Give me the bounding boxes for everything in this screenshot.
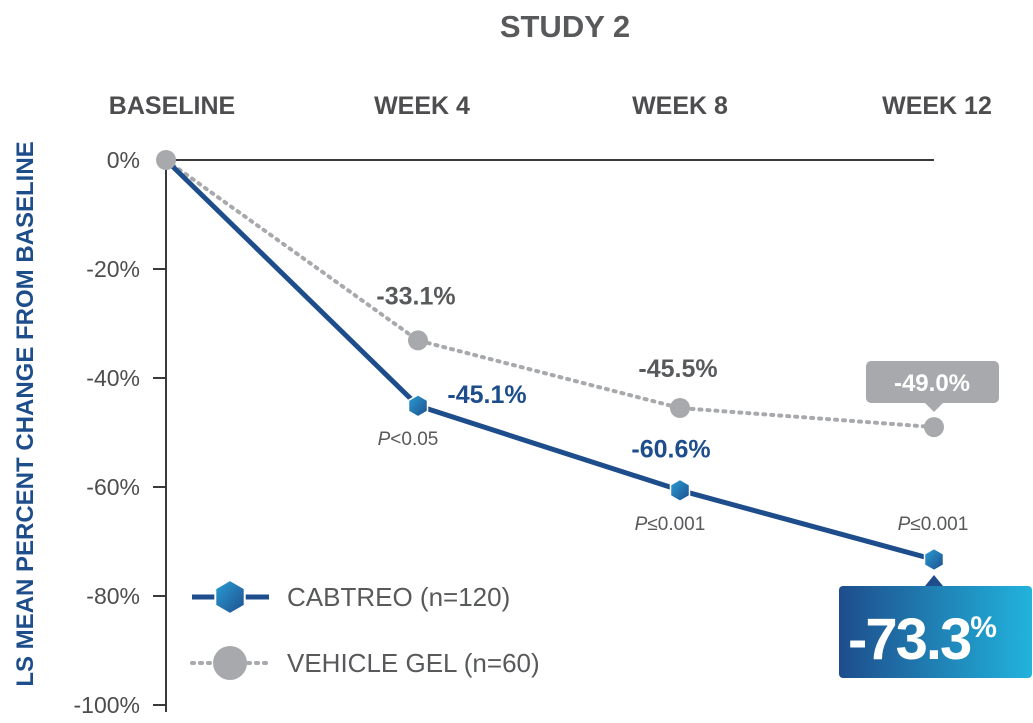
y-tick-label: -20%	[86, 256, 140, 282]
series-markers	[156, 150, 945, 572]
cabtreo-callout-pointer	[925, 575, 943, 586]
y-tick-labels: 0% -20% -40% -60% -80% -100%	[74, 147, 140, 718]
category-label: BASELINE	[109, 92, 235, 120]
data-labels: -33.1% -45.5% -45.1% -60.6%	[376, 282, 717, 463]
vehicle-gel-point	[408, 330, 428, 351]
cabtreo-point	[669, 478, 691, 503]
vehicle-gel-data-label: -33.1%	[376, 282, 455, 310]
axes	[153, 159, 934, 712]
vehicle-callout-box	[866, 361, 999, 403]
p-value-labels: P<0.05 P≤0.001 P≤0.001	[378, 429, 969, 535]
chart-title: STUDY 2	[500, 9, 630, 44]
column-headers: BASELINE WEEK 4 WEEK 8 WEEK 12	[109, 92, 992, 120]
cabtreo-line	[164, 158, 935, 562]
vehicle-gel-point	[156, 150, 176, 170]
category-label: WEEK 8	[632, 92, 728, 120]
p-value-label: P≤0.001	[898, 514, 969, 535]
vehicle-callout-pointer	[924, 402, 944, 412]
vehicle-callout-label: -49.0%	[894, 370, 970, 397]
y-tick-label: 0%	[107, 147, 140, 173]
y-tick-label: -60%	[86, 474, 140, 500]
cabtreo-callout-box	[839, 586, 1032, 678]
vehicle-gel-point	[670, 398, 690, 418]
legend-vehicle-marker	[213, 646, 247, 680]
category-label: WEEK 4	[374, 92, 470, 120]
cabtreo-data-label: -45.1%	[447, 381, 526, 409]
cabtreo-point	[407, 393, 429, 418]
legend-cabtreo-marker	[214, 578, 246, 616]
y-tick-label: -40%	[86, 365, 140, 391]
p-value-label: P<0.05	[378, 429, 439, 450]
legend: CABTREO (n=120) VEHICLE GEL (n=60)	[190, 578, 540, 680]
cabtreo-point	[923, 547, 945, 572]
p-value-label: P≤0.001	[635, 514, 706, 535]
legend-vehicle-label: VEHICLE GEL (n=60)	[287, 648, 540, 678]
y-tick-label: -80%	[86, 583, 140, 609]
series-lines	[164, 158, 936, 562]
cabtreo-callout-label: -73.3%	[848, 607, 996, 672]
cabtreo-data-label: -60.6%	[631, 435, 710, 463]
y-axis-label: LS MEAN PERCENT CHANGE FROM BASELINE	[12, 141, 39, 686]
callouts: -49.0% -73.3%	[839, 361, 1032, 678]
category-label: WEEK 12	[882, 92, 992, 120]
vehicle-gel-data-label: -45.5%	[638, 355, 717, 383]
legend-cabtreo-label: CABTREO (n=120)	[287, 582, 510, 612]
y-tick-label: -100%	[74, 692, 140, 718]
vehicle-gel-point	[924, 417, 944, 438]
vehicle-gel-line	[164, 158, 936, 430]
